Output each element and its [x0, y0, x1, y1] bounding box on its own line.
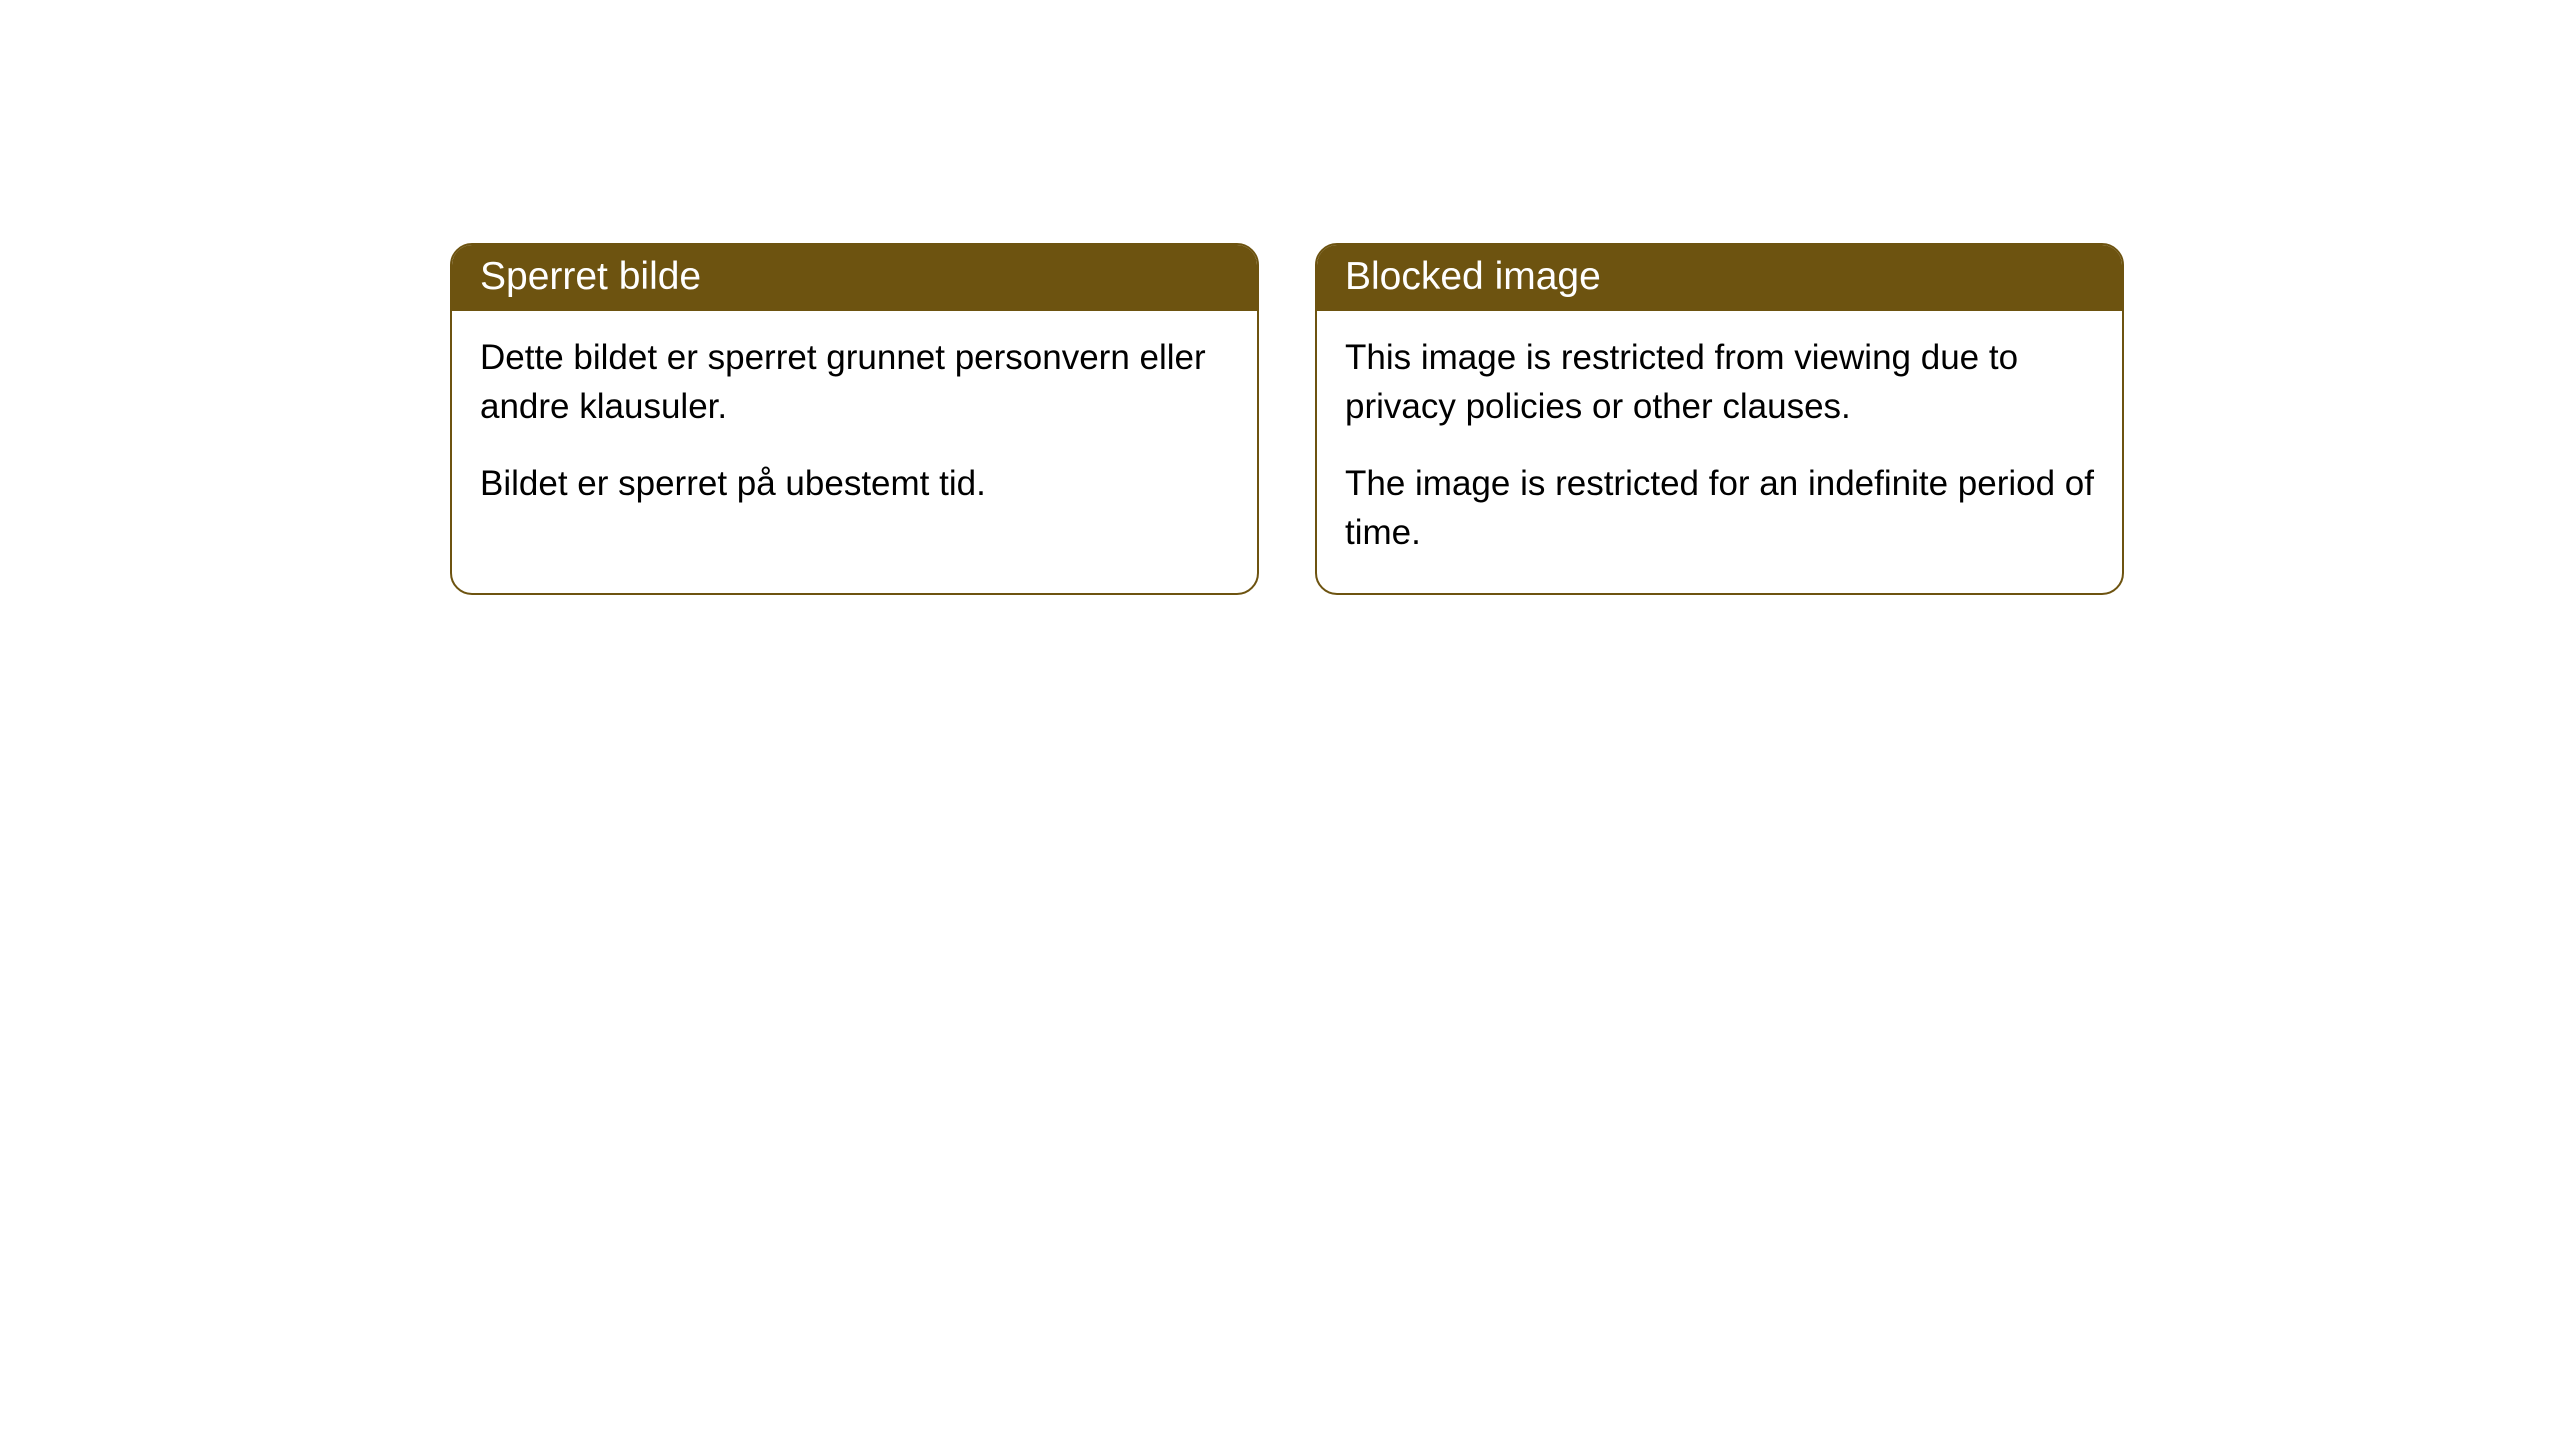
- card-english: Blocked image This image is restricted f…: [1315, 243, 2124, 595]
- card-body-norwegian: Dette bildet er sperret grunnet personve…: [452, 311, 1257, 544]
- card-norwegian: Sperret bilde Dette bildet er sperret gr…: [450, 243, 1259, 595]
- cards-container: Sperret bilde Dette bildet er sperret gr…: [450, 243, 2560, 595]
- card-header-norwegian: Sperret bilde: [452, 245, 1257, 311]
- card-paragraph-2-norwegian: Bildet er sperret på ubestemt tid.: [480, 459, 1229, 508]
- card-paragraph-2-english: The image is restricted for an indefinit…: [1345, 459, 2094, 557]
- card-header-english: Blocked image: [1317, 245, 2122, 311]
- card-paragraph-1-english: This image is restricted from viewing du…: [1345, 333, 2094, 431]
- card-paragraph-1-norwegian: Dette bildet er sperret grunnet personve…: [480, 333, 1229, 431]
- card-body-english: This image is restricted from viewing du…: [1317, 311, 2122, 593]
